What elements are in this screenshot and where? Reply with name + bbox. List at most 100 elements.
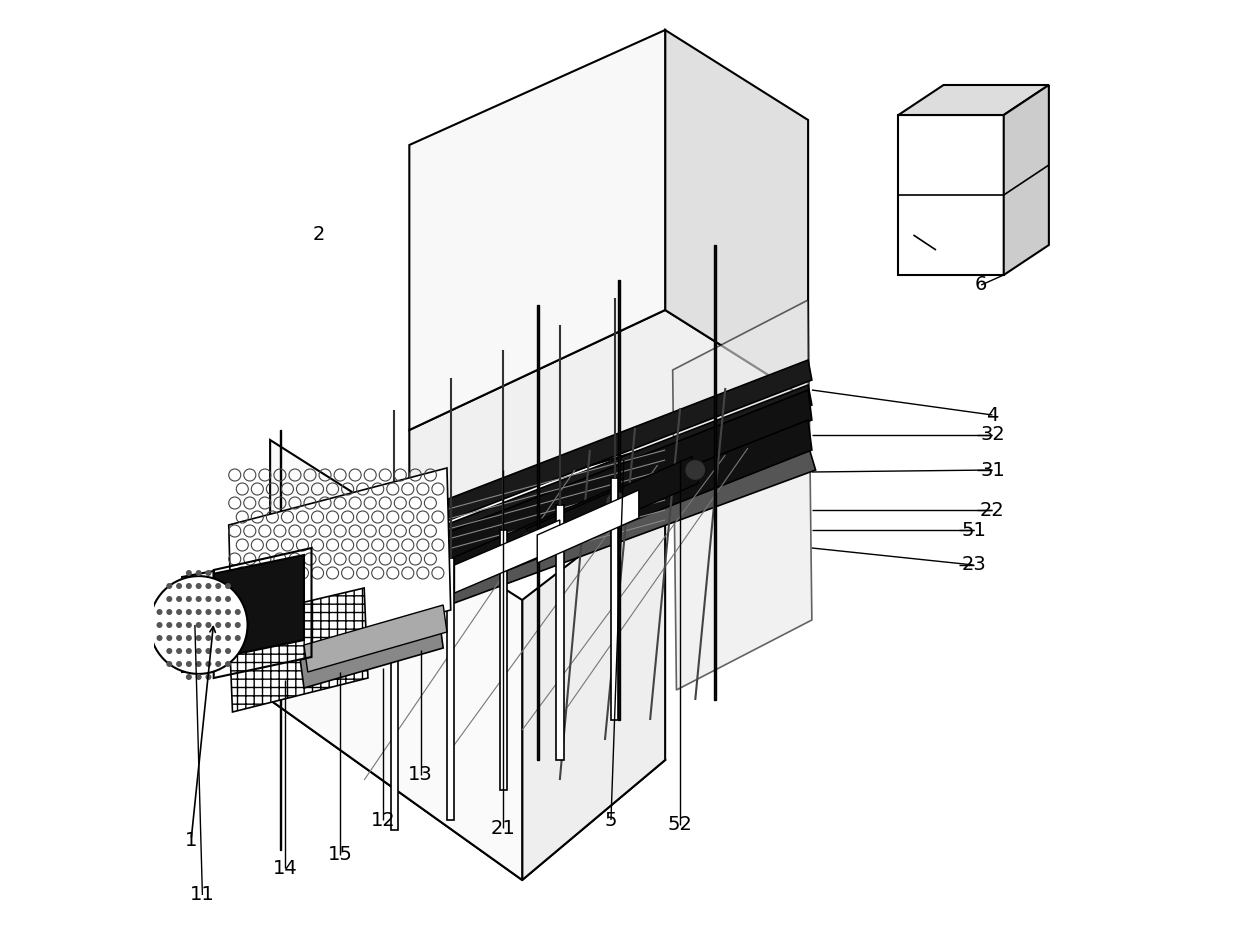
Circle shape — [206, 622, 212, 628]
Circle shape — [206, 674, 212, 680]
Circle shape — [196, 583, 202, 589]
Circle shape — [224, 596, 231, 602]
Polygon shape — [409, 310, 808, 520]
Circle shape — [216, 635, 221, 641]
Circle shape — [176, 596, 182, 602]
Circle shape — [520, 532, 541, 552]
Text: 5: 5 — [605, 811, 618, 829]
Circle shape — [186, 635, 192, 641]
Circle shape — [186, 570, 192, 576]
Circle shape — [206, 635, 212, 641]
Text: 51: 51 — [961, 521, 986, 539]
Polygon shape — [1003, 85, 1049, 275]
Circle shape — [196, 622, 202, 628]
Text: 13: 13 — [408, 765, 433, 785]
Circle shape — [166, 583, 172, 589]
Circle shape — [186, 622, 192, 628]
Text: 2: 2 — [312, 226, 325, 244]
Circle shape — [176, 648, 182, 654]
Circle shape — [166, 596, 172, 602]
Text: 22: 22 — [980, 500, 1004, 520]
Polygon shape — [185, 583, 211, 662]
Text: 12: 12 — [371, 811, 396, 829]
Polygon shape — [537, 490, 639, 563]
Circle shape — [156, 635, 162, 641]
Polygon shape — [899, 115, 1003, 275]
Polygon shape — [446, 558, 455, 820]
Polygon shape — [500, 530, 507, 790]
Circle shape — [196, 570, 202, 576]
Polygon shape — [537, 305, 538, 760]
Circle shape — [166, 635, 172, 641]
Circle shape — [216, 583, 221, 589]
Circle shape — [166, 661, 172, 667]
Circle shape — [176, 583, 182, 589]
Text: 14: 14 — [273, 858, 298, 878]
Circle shape — [186, 661, 192, 667]
Text: 23: 23 — [961, 555, 986, 575]
Polygon shape — [252, 420, 812, 670]
Circle shape — [176, 622, 182, 628]
Circle shape — [234, 609, 241, 615]
Polygon shape — [899, 85, 1049, 115]
Circle shape — [216, 609, 221, 615]
Circle shape — [166, 609, 172, 615]
Text: 11: 11 — [190, 885, 215, 904]
Circle shape — [196, 648, 202, 654]
Circle shape — [176, 661, 182, 667]
Circle shape — [224, 583, 231, 589]
Circle shape — [353, 605, 374, 625]
Circle shape — [186, 674, 192, 680]
Polygon shape — [270, 440, 522, 880]
Polygon shape — [665, 30, 808, 400]
Polygon shape — [556, 505, 563, 760]
Polygon shape — [672, 300, 812, 690]
Circle shape — [196, 674, 202, 680]
Circle shape — [605, 492, 626, 512]
Polygon shape — [714, 245, 715, 700]
Circle shape — [176, 635, 182, 641]
Polygon shape — [391, 590, 398, 830]
Circle shape — [196, 596, 202, 602]
Polygon shape — [228, 588, 368, 712]
Polygon shape — [522, 490, 665, 880]
Polygon shape — [300, 620, 443, 688]
Circle shape — [186, 583, 192, 589]
Circle shape — [234, 622, 241, 628]
Polygon shape — [270, 590, 665, 880]
Text: 4: 4 — [986, 406, 998, 425]
Circle shape — [186, 596, 192, 602]
Circle shape — [196, 661, 202, 667]
Circle shape — [156, 609, 162, 615]
Circle shape — [166, 648, 172, 654]
Circle shape — [216, 661, 221, 667]
Circle shape — [206, 596, 212, 602]
Circle shape — [216, 648, 221, 654]
Circle shape — [166, 622, 172, 628]
Polygon shape — [252, 445, 816, 675]
Circle shape — [224, 648, 231, 654]
Text: 31: 31 — [980, 461, 1004, 480]
Polygon shape — [409, 30, 665, 430]
Circle shape — [206, 648, 212, 654]
Polygon shape — [280, 430, 281, 850]
Circle shape — [224, 635, 231, 641]
Text: 1: 1 — [185, 830, 197, 850]
Polygon shape — [252, 360, 812, 595]
Circle shape — [186, 609, 192, 615]
Circle shape — [206, 583, 212, 589]
Polygon shape — [527, 456, 698, 555]
Circle shape — [216, 622, 221, 628]
Circle shape — [156, 622, 162, 628]
Circle shape — [206, 661, 212, 667]
Polygon shape — [304, 605, 446, 672]
Circle shape — [224, 609, 231, 615]
Text: 52: 52 — [668, 815, 693, 834]
Polygon shape — [444, 489, 620, 589]
Circle shape — [196, 635, 202, 641]
Circle shape — [176, 609, 182, 615]
Text: 32: 32 — [980, 425, 1004, 444]
Circle shape — [234, 635, 241, 641]
Circle shape — [216, 596, 221, 602]
Circle shape — [520, 535, 541, 555]
